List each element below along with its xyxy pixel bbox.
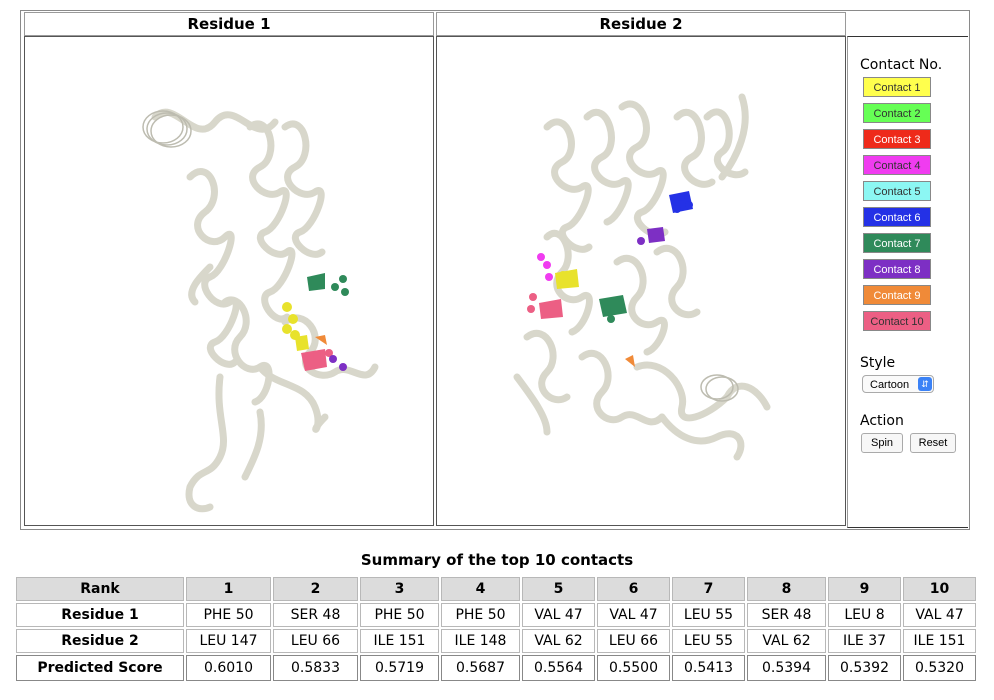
table-cell: SER 48 — [273, 603, 358, 627]
rank-header-row: Rank 1 2 3 4 5 6 7 8 9 10 — [16, 577, 976, 601]
table-cell: VAL 47 — [522, 603, 595, 627]
contact-7-button[interactable]: Contact 7 — [863, 233, 931, 253]
table-cell: ILE 37 — [828, 629, 901, 653]
table-cell: VAL 47 — [597, 603, 670, 627]
row-label: Residue 1 — [16, 603, 184, 627]
table-cell: LEU 55 — [672, 629, 745, 653]
table-cell: VAL 62 — [522, 629, 595, 653]
protein-viewer-1[interactable] — [24, 36, 434, 526]
table-cell: PHE 50 — [441, 603, 520, 627]
rank-6-header: 6 — [597, 577, 670, 601]
row-label: Predicted Score — [16, 655, 184, 681]
table-cell: 0.5564 — [522, 655, 595, 681]
table-cell: LEU 8 — [828, 603, 901, 627]
table-row: Predicted Score 0.6010 0.5833 0.5719 0.5687 0… — [16, 655, 976, 681]
table-cell: 0.5413 — [672, 655, 745, 681]
table-cell: LEU 55 — [672, 603, 745, 627]
table-cell: PHE 50 — [186, 603, 271, 627]
table-cell: LEU 66 — [273, 629, 358, 653]
controls-panel: Contact No. Contact 1 Contact 2 Contact 3 C… — [847, 36, 968, 528]
spin-button[interactable]: Spin — [861, 433, 903, 453]
protein-cartoon-2 — [513, 93, 771, 461]
style-select[interactable]: Cartoon ⇵ — [862, 375, 934, 393]
rank-8-header: 8 — [747, 577, 826, 601]
contact-3-button[interactable]: Contact 3 — [863, 129, 931, 149]
table-cell: 0.5392 — [828, 655, 901, 681]
contact-heading: Contact No. — [860, 57, 943, 73]
table-cell: ILE 151 — [903, 629, 976, 653]
table-cell: ILE 151 — [360, 629, 439, 653]
residue1-title: Residue 1 — [24, 12, 434, 36]
rank-4-header: 4 — [441, 577, 520, 601]
rank-2-header: 2 — [273, 577, 358, 601]
contact-1-button[interactable]: Contact 1 — [863, 77, 931, 97]
table-cell: LEU 66 — [597, 629, 670, 653]
row-label: Residue 2 — [16, 629, 184, 653]
table-cell: 0.5687 — [441, 655, 520, 681]
rank-5-header: 5 — [522, 577, 595, 601]
contact-4-button[interactable]: Contact 4 — [863, 155, 931, 175]
rank-10-header: 10 — [903, 577, 976, 601]
rank-9-header: 9 — [828, 577, 901, 601]
table-cell: VAL 47 — [903, 603, 976, 627]
rank-7-header: 7 — [672, 577, 745, 601]
contact-8-button[interactable]: Contact 8 — [863, 259, 931, 279]
table-row: Residue 2 LEU 147 LEU 66 ILE 151 ILE 148 VAL … — [16, 629, 976, 653]
table-cell: 0.5719 — [360, 655, 439, 681]
table-cell: 0.5500 — [597, 655, 670, 681]
table-cell: PHE 50 — [360, 603, 439, 627]
contact-5-button[interactable]: Contact 5 — [863, 181, 931, 201]
contacts-summary-table: Rank 1 2 3 4 5 6 7 8 9 10 Residue 1 PHE 50 SER 48 PH… — [14, 575, 978, 683]
style-select-value: Cartoon — [870, 379, 910, 391]
reset-button[interactable]: Reset — [910, 433, 956, 453]
residue2-title: Residue 2 — [436, 12, 846, 36]
table-cell: 0.5833 — [273, 655, 358, 681]
table-cell: LEU 147 — [186, 629, 271, 653]
protein-cartoon-1 — [142, 108, 379, 513]
style-heading: Style — [860, 355, 896, 371]
contact-6-button[interactable]: Contact 6 — [863, 207, 931, 227]
table-cell: 0.5394 — [747, 655, 826, 681]
action-heading: Action — [860, 413, 904, 429]
table-cell: ILE 148 — [441, 629, 520, 653]
table-cell: 0.6010 — [186, 655, 271, 681]
table-cell: 0.5320 — [903, 655, 976, 681]
rank-1-header: 1 — [186, 577, 271, 601]
table-cell: SER 48 — [747, 603, 826, 627]
updown-arrow-icon: ⇵ — [918, 377, 932, 391]
rank-3-header: 3 — [360, 577, 439, 601]
contact-10-button[interactable]: Contact 10 — [863, 311, 931, 331]
contact-9-button[interactable]: Contact 9 — [863, 285, 931, 305]
table-cell: VAL 62 — [747, 629, 826, 653]
contact-2-button[interactable]: Contact 2 — [863, 103, 931, 123]
table-row: Residue 1 PHE 50 SER 48 PHE 50 PHE 50 VAL 47 V… — [16, 603, 976, 627]
summary-title: Summary of the top 10 contacts — [360, 551, 634, 569]
protein-viewer-2[interactable] — [436, 36, 846, 526]
rank-header: Rank — [16, 577, 184, 601]
